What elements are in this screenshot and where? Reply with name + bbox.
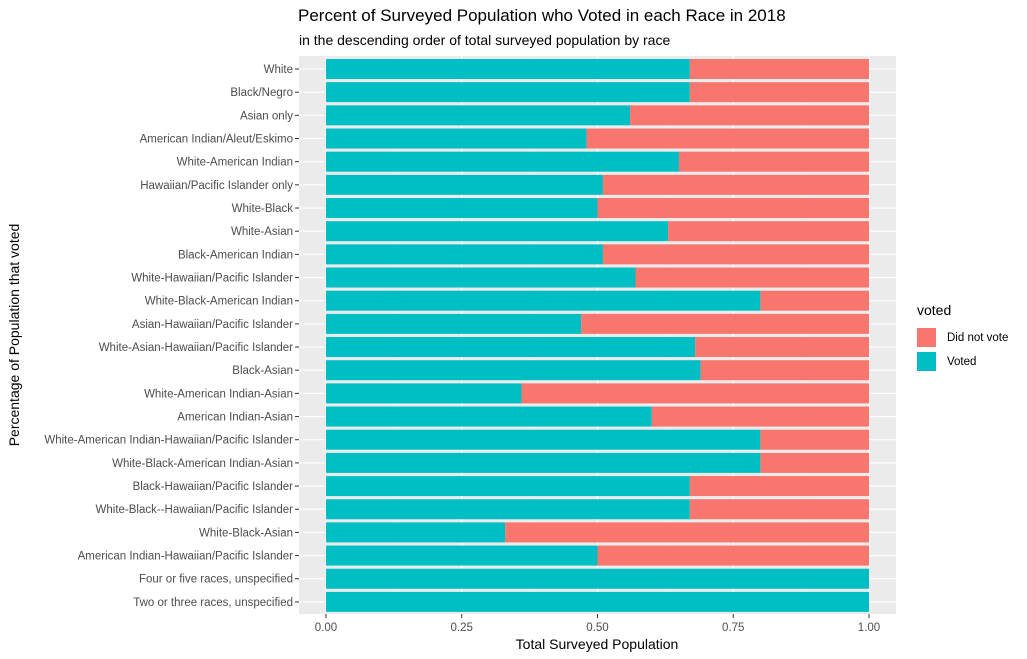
bar-voted <box>326 591 869 612</box>
y-tick-label: Black-American Indian <box>178 249 293 261</box>
bar-voted <box>326 174 603 195</box>
bar-did-not-vote <box>668 221 869 242</box>
x-tick-label: 0.00 <box>315 622 337 634</box>
y-tick-label: White-Black <box>232 203 294 215</box>
bar-voted <box>326 406 652 427</box>
y-tick-label: White-American Indian-Asian <box>144 388 293 400</box>
bar-voted <box>326 105 631 126</box>
bar-voted <box>326 290 761 311</box>
y-tick-label: White-Black--Hawaiian/Pacific Islander <box>96 504 294 516</box>
y-tick-label: American Indian/Aleut/Eskimo <box>140 134 293 146</box>
y-tick-label: Asian-Hawaiian/Pacific Islander <box>132 319 293 331</box>
bar-voted <box>326 429 761 450</box>
bar-voted <box>326 545 598 566</box>
bar-did-not-vote <box>635 267 869 288</box>
bar-did-not-vote <box>760 452 869 473</box>
bar-did-not-vote <box>689 476 869 497</box>
bar-voted <box>326 568 869 589</box>
legend: voted Did not vote Voted <box>917 302 1008 374</box>
y-tick-label: Asian only <box>240 110 293 122</box>
y-tick-label: Black/Negro <box>230 87 293 99</box>
bar-voted <box>326 499 690 520</box>
y-tick-label: White-Black-Asian <box>199 527 293 539</box>
bar-voted <box>326 82 690 103</box>
bar-voted <box>326 452 761 473</box>
y-tick-label: White-Hawaiian/Pacific Islander <box>131 273 293 285</box>
bar-did-not-vote <box>689 499 869 520</box>
x-tick-label: 0.75 <box>722 622 744 634</box>
x-tick-label: 0.50 <box>586 622 608 634</box>
y-tick-label: Two or three races, unspecified <box>133 597 293 609</box>
x-tick-label: 1.00 <box>858 622 880 634</box>
bar-did-not-vote <box>602 174 869 195</box>
legend-key-voted <box>917 352 936 371</box>
y-tick-label: White-American Indian-Hawaiian/Pacific I… <box>44 435 293 447</box>
y-axis-ticks: White Black/Negro Asian only American India… <box>44 64 299 609</box>
bar-did-not-vote <box>678 151 869 172</box>
bar-did-not-vote <box>695 337 869 358</box>
legend-key-did-not-vote <box>917 328 936 347</box>
x-tick-label: 0.25 <box>451 622 473 634</box>
y-tick-label: Four or five races, unspecified <box>139 574 293 586</box>
bar-did-not-vote <box>700 360 869 381</box>
bar-voted <box>326 221 669 242</box>
bar-did-not-vote <box>760 429 869 450</box>
y-tick-label: American Indian-Hawaiian/Pacific Islande… <box>78 551 294 563</box>
y-tick-label: White-Asian <box>231 226 293 238</box>
bar-voted <box>326 522 506 543</box>
bar-did-not-vote <box>651 406 869 427</box>
bar-did-not-vote <box>505 522 869 543</box>
bar-voted <box>326 128 587 149</box>
bar-voted <box>326 313 582 334</box>
y-tick-label: Black-Hawaiian/Pacific Islander <box>133 481 294 493</box>
y-tick-label: White-Black-American Indian <box>145 296 293 308</box>
bar-did-not-vote <box>630 105 869 126</box>
bar-did-not-vote <box>521 383 869 404</box>
y-tick-label: Hawaiian/Pacific Islander only <box>140 180 293 192</box>
x-axis-ticks: 0.00 0.25 0.50 0.75 1.00 <box>315 614 880 634</box>
bar-did-not-vote <box>760 290 869 311</box>
y-tick-label: White-Asian-Hawaiian/Pacific Islander <box>99 342 293 354</box>
bar-voted <box>326 476 690 497</box>
legend-item-voted: Voted <box>917 350 1008 373</box>
bar-did-not-vote <box>597 198 869 219</box>
chart-subtitle: in the descending order of total surveye… <box>299 32 671 48</box>
bar-voted <box>326 151 679 172</box>
bar-did-not-vote <box>586 128 869 149</box>
legend-title: voted <box>917 302 952 318</box>
legend-label-did-not-vote: Did not vote <box>947 331 1009 344</box>
y-tick-label: American Indian-Asian <box>177 412 293 424</box>
bar-voted <box>326 383 522 404</box>
bar-voted <box>326 59 690 79</box>
bar-did-not-vote <box>689 82 869 103</box>
y-tick-label: White <box>264 64 293 76</box>
bar-voted <box>326 337 696 358</box>
bar-voted <box>326 267 636 288</box>
bar-voted <box>326 244 603 265</box>
bar-did-not-vote <box>581 313 869 334</box>
legend-label-voted: Voted <box>947 355 977 368</box>
bars <box>326 59 869 612</box>
bar-did-not-vote <box>689 59 869 79</box>
y-axis-title: Percentage of Population that voted <box>6 224 22 447</box>
bar-voted <box>326 198 598 219</box>
y-tick-label: White-Black-American Indian-Asian <box>112 458 293 470</box>
y-tick-label: Black-Asian <box>232 365 293 377</box>
chart-title: Percent of Surveyed Population who Voted… <box>298 6 786 25</box>
bar-did-not-vote <box>597 545 869 566</box>
y-tick-label: White-American Indian <box>177 157 293 169</box>
bar-did-not-vote <box>602 244 869 265</box>
x-axis-title: Total Surveyed Population <box>516 636 679 652</box>
legend-item-did-not-vote: Did not vote <box>917 326 1008 349</box>
bar-voted <box>326 360 701 381</box>
